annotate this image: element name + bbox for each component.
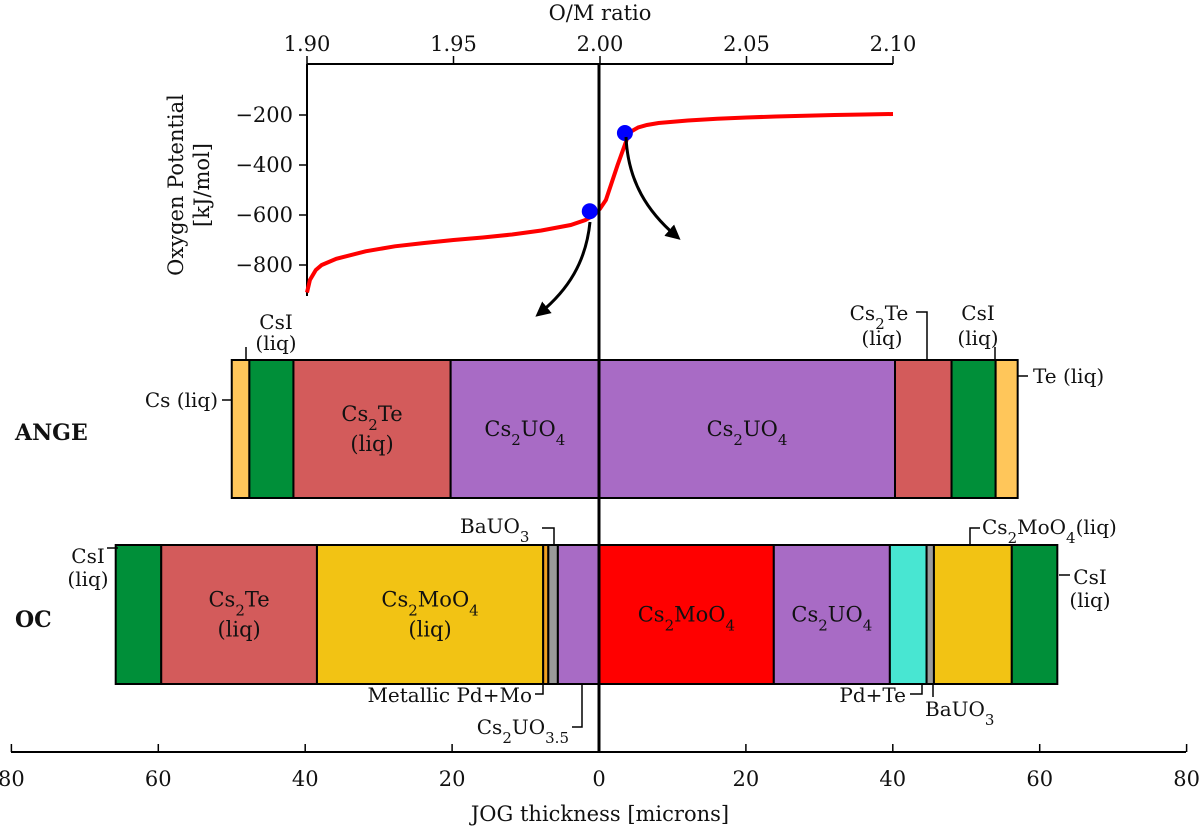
oc-bauo3-left: BaUO3 [460, 514, 529, 546]
jog-tick-label: 40 [879, 767, 906, 791]
ange-segment [598, 359, 897, 499]
ange-cs2te-right-line2: (liq) [861, 326, 902, 350]
oxygen-potential-tick-label: −200 [235, 103, 293, 127]
oc-segment [114, 544, 163, 685]
om-ratio-axis-title: O/M ratio [549, 1, 652, 25]
oc-segment [772, 544, 891, 685]
ange-model-label: ANGE [14, 420, 88, 446]
jog-thickness-axis: 80 60 40 20 0 20 40 60 80 JOG thickness [microns… [0, 744, 1200, 826]
jog-tick-label: 40 [292, 767, 319, 791]
oxygen-potential-tick-label: −800 [235, 253, 293, 277]
jog-axis-ticks: 80 60 40 20 0 20 40 60 80 [0, 744, 1200, 791]
oc-segment [160, 544, 318, 685]
jog-tick-label: 20 [733, 767, 760, 791]
oc-segment [315, 544, 545, 685]
oc-model-label: OC [15, 607, 52, 633]
jog-tick-label: 60 [145, 767, 172, 791]
oc-segment-label: (liq) [408, 618, 451, 642]
oc-cs2uo35: Cs2UO3.5 [477, 715, 569, 747]
ange-te-liq: Te (liq) [1033, 364, 1104, 388]
om-tick-label: 1.90 [284, 32, 331, 56]
oc-segment-label: (liq) [217, 618, 260, 642]
oxygen-potential-axis-title: Oxygen Potential [164, 94, 188, 276]
oxygen-potential-axis-unit: [kJ/mol] [190, 143, 214, 227]
ange-segment [230, 359, 251, 499]
oc-segment [932, 544, 1013, 685]
arrow-to-ange-right [624, 136, 681, 240]
ange-segment [950, 359, 997, 499]
transition-point-marker [616, 125, 633, 141]
ange-bar: Cs2Te(liq)Cs2UO4 Cs2UO4 [230, 359, 1019, 499]
oc-segment [888, 544, 928, 685]
jog-bars: Cs2Te(liq)Cs2UO4 Cs2UO4 Cs2Te(liq)Cs2MoO4(… [114, 359, 1059, 685]
oxygen-potential-tick-label: −600 [235, 203, 293, 227]
ange-annotations: CsI (liq) Cs (liq) Cs2Te (liq) CsI (liq)… [145, 301, 1104, 412]
jog-tick-label: 80 [1173, 767, 1200, 791]
ange-csi-left-line1: CsI [259, 310, 292, 334]
transition-point-marker [581, 203, 598, 220]
oxygen-potential-ticks: −800 −600 −400 −200 [235, 103, 307, 277]
om-tick-label: 2.05 [723, 32, 770, 56]
transition-markers [581, 125, 633, 220]
oxygen-potential-tick-label: −400 [235, 153, 293, 177]
ange-segment [994, 359, 1019, 499]
jog-tick-label: 80 [0, 767, 25, 791]
oc-csi-right-line1: CsI [1073, 565, 1106, 589]
ange-csi-right-line1: CsI [961, 301, 994, 325]
ange-csi-right-line2: (liq) [957, 326, 998, 350]
om-tick-label: 2.10 [870, 32, 917, 56]
oc-segment [1010, 544, 1059, 685]
ange-segment [894, 359, 953, 499]
om-ratio-ticks: 1.90 1.95 2.00 2.05 2.10 [284, 32, 917, 64]
ange-cs-liq: Cs (liq) [145, 388, 218, 412]
oc-bar: Cs2Te(liq)Cs2MoO4(liq)Cs2MoO4 Cs2UO4 [114, 544, 1059, 685]
oc-bauo3-right: BaUO3 [925, 697, 994, 729]
jog-axis-title: JOG thickness [microns] [469, 802, 729, 826]
ange-segment [449, 359, 601, 499]
ange-segment [248, 359, 295, 499]
oc-segment [556, 544, 600, 685]
oc-pd-te: Pd+Te [839, 683, 906, 707]
oc-csi-left-line2: (liq) [67, 567, 108, 591]
oc-cs2moo4-liq-right: Cs2MoO4(liq) [982, 515, 1117, 547]
oc-segment [547, 544, 559, 685]
jog-tick-label: 60 [1026, 767, 1053, 791]
jog-tick-label: 20 [439, 767, 466, 791]
jog-tick-label: 0 [592, 767, 605, 791]
ange-csi-left-line2: (liq) [255, 331, 296, 355]
oc-csi-left-line1: CsI [71, 544, 104, 568]
om-tick-label: 2.00 [577, 32, 624, 56]
oc-segment [598, 544, 775, 685]
oc-segment [925, 544, 935, 685]
arrow-to-ange-left [535, 221, 592, 317]
oc-metallic-pd-mo: Metallic Pd+Mo [367, 683, 532, 707]
oxygen-potential-plot: O/M ratio 1.90 1.95 2.00 2.05 2.10 −800−600−… [164, 1, 917, 317]
om-tick-label: 1.95 [430, 32, 477, 56]
ange-segment-label: (liq) [350, 432, 393, 456]
oc-csi-right-line2: (liq) [1069, 588, 1110, 612]
ange-segment [292, 359, 452, 499]
